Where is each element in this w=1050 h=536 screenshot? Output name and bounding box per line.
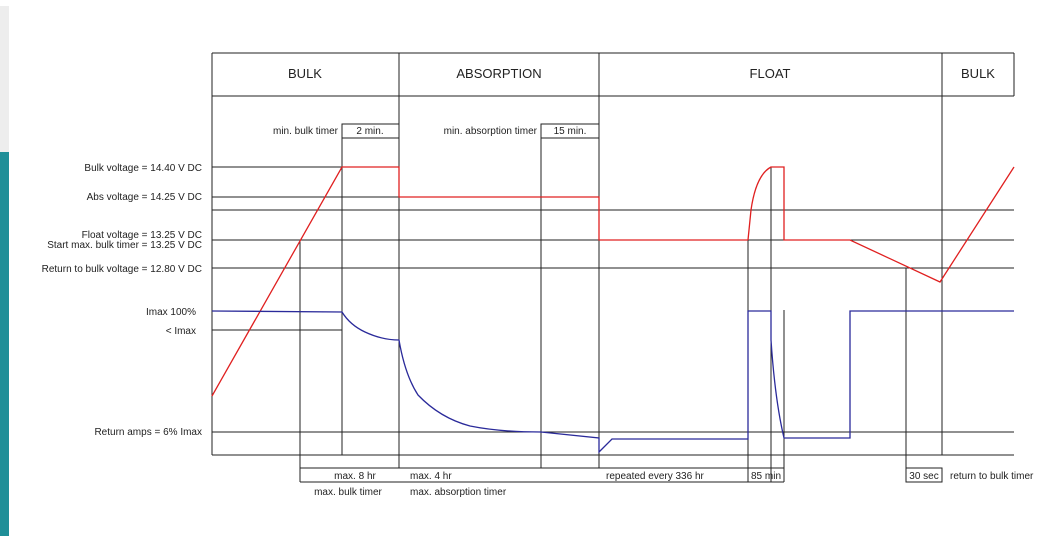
diagram-panel — [9, 6, 1050, 536]
abs-voltage-label: Abs voltage = 14.25 V DC — [87, 192, 202, 203]
return-amps-label: Return amps = 6% Imax — [94, 427, 202, 438]
voltage-curve-main — [211, 166, 748, 397]
bulk-voltage-label: Bulk voltage = 14.40 V DC — [84, 163, 202, 174]
voltage-curve-float — [747, 166, 1015, 283]
repeated-label: repeated every 336 hr — [606, 471, 705, 482]
phase-bulk-2: BULK — [961, 66, 995, 81]
sec30-box — [905, 467, 943, 483]
current-curve — [211, 310, 1014, 454]
min-absorption-timer-label: min. absorption timer — [444, 126, 538, 137]
sec30-label: 30 sec — [909, 471, 938, 482]
max-bulk-timer-label: max. bulk timer — [314, 487, 382, 498]
start-max-bulk-label: Start max. bulk timer = 13.25 V DC — [47, 240, 202, 251]
min-bulk-timer-value: 2 min. — [356, 126, 383, 137]
return-bulk-label: Return to bulk voltage = 12.80 V DC — [42, 264, 202, 275]
imax-label: Imax 100% — [146, 307, 196, 318]
max-absorption-timer-label: max. absorption timer — [410, 487, 507, 498]
top-strip — [0, 0, 1050, 6]
float-voltage-label: Float voltage = 13.25 V DC — [82, 230, 202, 241]
phase-float: FLOAT — [750, 66, 791, 81]
phase-absorption: ABSORPTION — [456, 66, 541, 81]
min-absorption-timer-value: 15 min. — [554, 126, 587, 137]
max-4hr-label: max. 4 hr — [410, 471, 452, 482]
left-accent-bar — [0, 152, 9, 536]
min-bulk-timer-label: min. bulk timer — [273, 126, 339, 137]
lt-imax-label: < Imax — [166, 326, 196, 337]
max-8hr-label: max. 8 hr — [334, 471, 376, 482]
phase-bulk-1: BULK — [288, 66, 322, 81]
min85-label: 85 min — [751, 471, 781, 482]
return-bulk-timer-label: return to bulk timer — [950, 471, 1034, 482]
